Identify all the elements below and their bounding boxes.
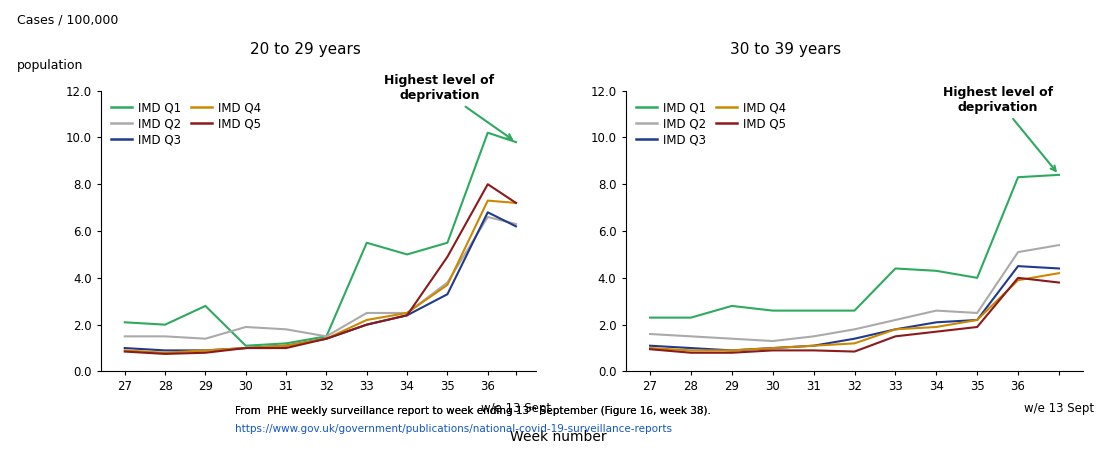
Text: Highest level of
deprivation: Highest level of deprivation	[384, 74, 512, 139]
Text: 30 to 39 years: 30 to 39 years	[731, 42, 841, 57]
Text: Cases / 100,000: Cases / 100,000	[17, 14, 118, 27]
Text: https://www.gov.uk/government/publications/national-covid-19-surveillance-report: https://www.gov.uk/government/publicatio…	[235, 424, 671, 434]
Legend: IMD Q1, IMD Q2, IMD Q3, IMD Q4, IMD Q5: IMD Q1, IMD Q2, IMD Q3, IMD Q4, IMD Q5	[631, 96, 791, 151]
Text: population: population	[17, 59, 83, 72]
Legend: IMD Q1, IMD Q2, IMD Q3, IMD Q4, IMD Q5: IMD Q1, IMD Q2, IMD Q3, IMD Q4, IMD Q5	[106, 96, 266, 151]
Text: From  PHE weekly surveillance report to week ending 13ᵗʰ September (Figure 16, w: From PHE weekly surveillance report to w…	[235, 406, 710, 416]
Text: w/e 13 Sept: w/e 13 Sept	[481, 402, 551, 415]
Text: Week number: Week number	[510, 430, 607, 444]
Text: Highest level of
deprivation: Highest level of deprivation	[943, 86, 1056, 171]
Text: 20 to 29 years: 20 to 29 years	[250, 42, 361, 57]
Text: w/e 13 Sept: w/e 13 Sept	[1024, 402, 1094, 415]
Text: From  PHE weekly surveillance report to week ending 13ᵗʰ September (Figure 16, w: From PHE weekly surveillance report to w…	[235, 406, 710, 416]
